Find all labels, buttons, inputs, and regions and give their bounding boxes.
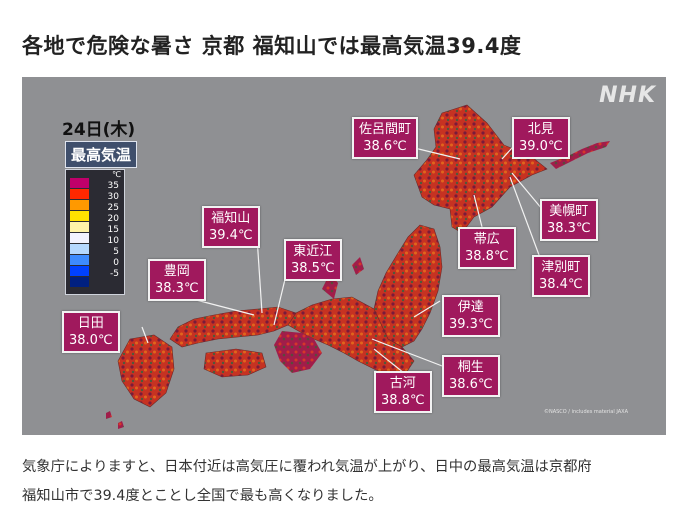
japan-map-graphic [106, 104, 610, 429]
station-temp: 38.0℃ [69, 333, 113, 348]
station-temp: 38.4℃ [539, 277, 583, 292]
tohoku-region [373, 224, 443, 348]
kii-peninsula [274, 331, 322, 373]
temperature-legend: ℃ 35 30 25 20 15 10 5 0 -5 [65, 169, 125, 295]
legend-unit: ℃ [112, 170, 121, 179]
kuril-islands [550, 141, 610, 169]
legend-swatch [70, 178, 89, 189]
station-name: 古河 [389, 376, 416, 391]
station-temp: 38.8℃ [465, 249, 509, 264]
station-tag-fukuchiyama: 福知山 39.4℃ [202, 206, 260, 248]
station-tag-kiryu: 桐生 38.6℃ [442, 355, 500, 397]
sado-island [352, 257, 364, 275]
kanto-chubu-region [287, 296, 415, 378]
temperature-map: NHK 24日(木) 最高気温 ℃ 35 30 25 20 15 10 5 0 … [22, 77, 666, 435]
station-name: 佐呂間町 [359, 122, 412, 137]
station-tag-higashiomi: 東近江 38.5℃ [284, 239, 342, 281]
ryukyu-islands [106, 411, 124, 429]
metric-label: 最高気温 [65, 141, 138, 168]
article-body: 気象庁によりますと、日本付近は高気圧に覆われ気温が上がり、日中の最高気温は京都府… [22, 453, 662, 511]
station-name: 東近江 [293, 244, 333, 259]
station-tag-toyooka: 豊岡 38.3℃ [148, 259, 206, 301]
article-body-line: 福知山市で39.4度とことし全国で最も高くなりました。 [22, 488, 383, 504]
legend-tick: -5 [110, 269, 119, 279]
article-headline: 各地で危険な暑さ 京都 福知山では最高気温39.4度 [22, 34, 522, 58]
station-tag-obihiro: 帯広 38.8℃ [458, 227, 516, 269]
station-name: 北見 [527, 122, 554, 137]
nhk-logo: NHK [599, 83, 656, 108]
station-temp: 38.3℃ [155, 281, 199, 296]
legend-ticks: 35 30 25 20 15 10 5 0 -5 [93, 181, 119, 280]
kyushu-region [117, 334, 175, 408]
station-name: 津別町 [541, 260, 581, 275]
legend-tick: 5 [113, 247, 119, 257]
station-name: 美幌町 [549, 204, 589, 219]
legend-swatch [70, 189, 89, 200]
legend-swatch [70, 244, 89, 255]
legend-tick: 0 [113, 258, 119, 268]
station-name: 日田 [77, 316, 104, 331]
station-tag-koga: 古河 38.8℃ [374, 371, 432, 413]
hokkaido-region [413, 104, 548, 234]
station-name: 帯広 [473, 232, 500, 247]
station-temp: 38.8℃ [381, 393, 425, 408]
station-temp: 39.0℃ [519, 139, 563, 154]
station-temp: 38.6℃ [363, 139, 407, 154]
station-name: 豊岡 [163, 264, 190, 279]
legend-swatch [70, 200, 89, 211]
legend-swatch [70, 266, 89, 277]
legend-swatch [70, 211, 89, 222]
legend-swatches [70, 178, 89, 288]
station-tag-tsubetsu: 津別町 38.4℃ [532, 255, 590, 297]
station-name: 福知山 [211, 211, 251, 226]
legend-tick: 20 [107, 214, 119, 224]
article-body-line: 気象庁によりますと、日本付近は高気圧に覆われ気温が上がり、日中の最高気温は京都府 [22, 459, 592, 475]
station-tag-kitami: 北見 39.0℃ [512, 117, 570, 159]
legend-swatch [70, 277, 89, 288]
legend-swatch [70, 255, 89, 266]
station-tag-saroma: 佐呂間町 38.6℃ [352, 117, 419, 159]
station-temp: 39.3℃ [449, 317, 493, 332]
legend-tick: 35 [107, 181, 119, 191]
station-temp: 39.4℃ [209, 228, 253, 243]
station-temp: 38.3℃ [547, 221, 591, 236]
legend-tick: 30 [107, 192, 119, 202]
station-temp: 38.6℃ [449, 377, 493, 392]
map-credit: ©NASCO / includes material JAXA [543, 409, 628, 415]
legend-tick: 15 [107, 225, 119, 235]
legend-swatch [70, 233, 89, 244]
legend-tick: 25 [107, 203, 119, 213]
legend-tick: 10 [107, 236, 119, 246]
station-tag-hita: 日田 38.0℃ [62, 311, 120, 353]
legend-swatch [70, 222, 89, 233]
station-tag-date: 伊達 39.3℃ [442, 295, 500, 337]
station-temp: 38.5℃ [291, 261, 335, 276]
station-name: 伊達 [457, 300, 484, 315]
date-label: 24日(木) [62, 120, 136, 140]
station-tag-bihoro: 美幌町 38.3℃ [540, 199, 598, 241]
kansai-chugoku-region [169, 306, 297, 348]
shikoku-region [203, 348, 267, 378]
station-name: 桐生 [457, 360, 484, 375]
